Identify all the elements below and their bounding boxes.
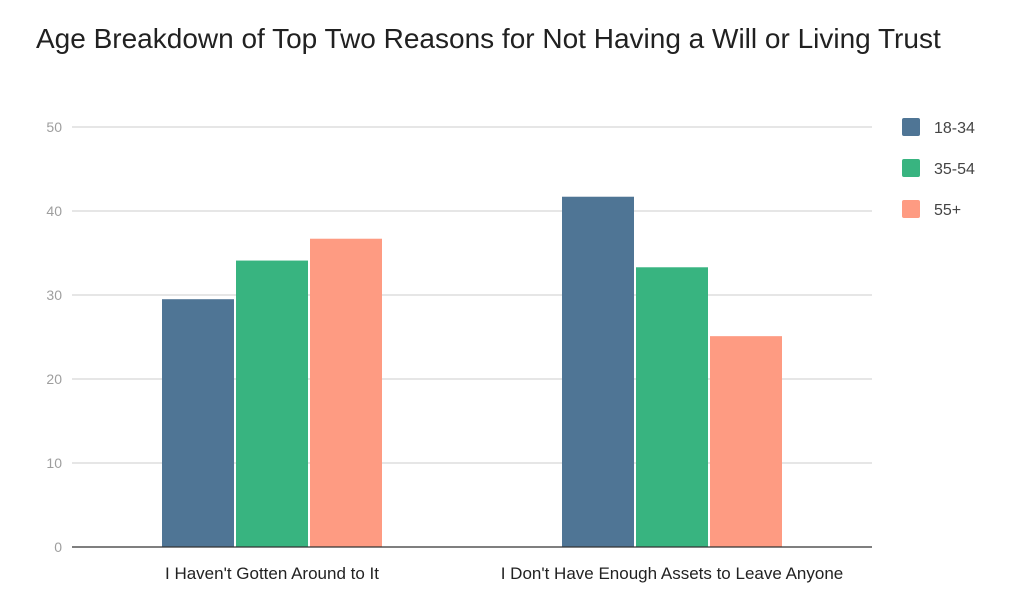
legend-swatch bbox=[902, 159, 920, 177]
y-tick-label: 40 bbox=[46, 203, 62, 219]
x-axis-labels: I Haven't Gotten Around to It I Don't Hav… bbox=[165, 564, 843, 583]
legend-label: 18-34 bbox=[934, 120, 975, 137]
chart-title: Age Breakdown of Top Two Reasons for Not… bbox=[36, 23, 941, 54]
bar-35-54-2 bbox=[636, 267, 708, 547]
bars bbox=[162, 196, 782, 547]
x-category-label: I Don't Have Enough Assets to Leave Anyo… bbox=[501, 564, 844, 583]
y-tick-label: 10 bbox=[46, 455, 62, 471]
y-tick-label: 30 bbox=[46, 287, 62, 303]
x-category-label: I Haven't Gotten Around to It bbox=[165, 564, 379, 583]
y-axis-ticks: 0 10 20 30 40 50 bbox=[46, 119, 62, 555]
y-tick-label: 20 bbox=[46, 371, 62, 387]
legend-label: 55+ bbox=[934, 202, 961, 219]
bar-18-34-2 bbox=[562, 196, 634, 547]
bar-55--2 bbox=[710, 336, 782, 547]
legend-label: 35-54 bbox=[934, 161, 975, 178]
bar-18-34-1 bbox=[162, 299, 234, 547]
legend-swatch bbox=[902, 118, 920, 136]
legend-swatch bbox=[902, 200, 920, 218]
bar-35-54-1 bbox=[236, 260, 308, 547]
legend: 18-34 35-54 55+ bbox=[902, 118, 975, 219]
y-tick-label: 0 bbox=[54, 539, 62, 555]
y-tick-label: 50 bbox=[46, 119, 62, 135]
bar-55--1 bbox=[310, 238, 382, 547]
